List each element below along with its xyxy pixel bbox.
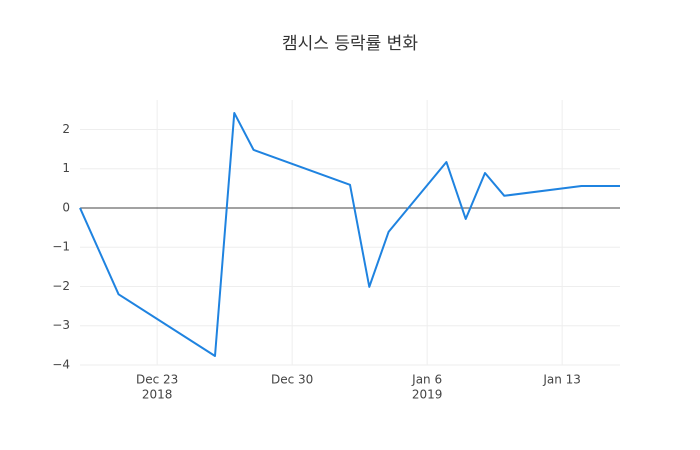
x-tick-year: 2018 (142, 388, 173, 402)
y-tick-label: −1 (52, 240, 70, 254)
y-tick-label: −2 (52, 279, 70, 293)
x-tick-label: Jan 6 (411, 373, 442, 387)
chart-title: 캠시스 등락률 변화 (282, 34, 418, 54)
x-tick-year: 2019 (412, 388, 443, 402)
y-tick-label: 0 (62, 200, 70, 214)
x-tick-label: Jan 13 (542, 373, 581, 387)
x-tick-label: Dec 30 (271, 373, 313, 387)
line (79, 111, 620, 357)
y-tick-label: −4 (52, 358, 70, 372)
x-tick-label: Dec 23 (136, 373, 178, 387)
y-tick-label: −3 (52, 318, 70, 332)
y-tick-label: 1 (62, 161, 70, 175)
y-tick-label: 2 (62, 122, 70, 136)
